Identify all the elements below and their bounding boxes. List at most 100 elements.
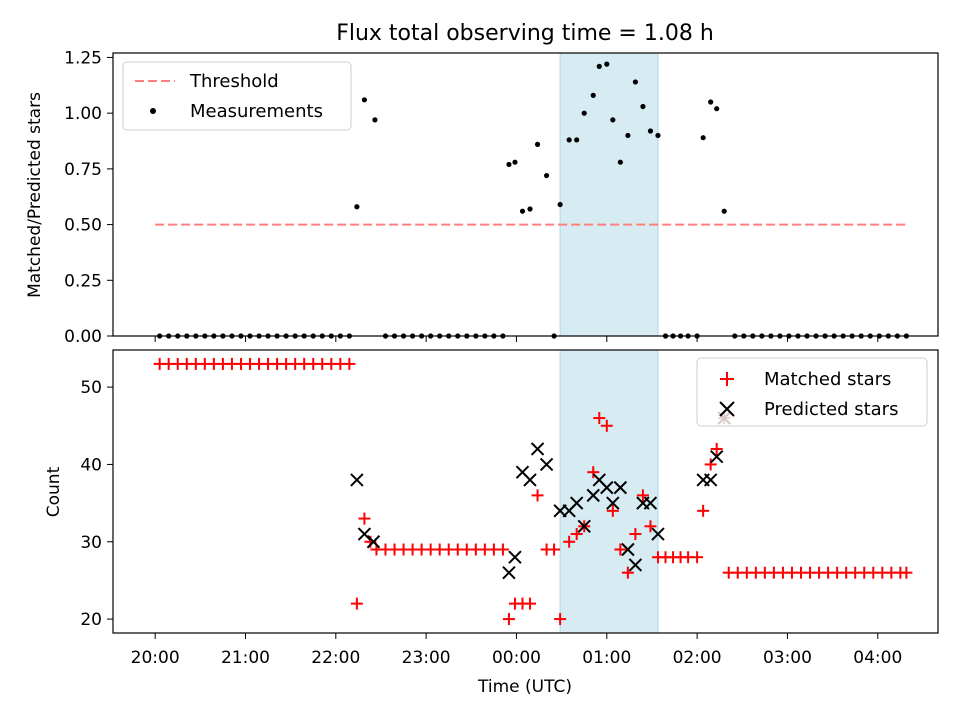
predicted-star-marker — [502, 565, 516, 580]
bottom-y-tick-label: 50 — [80, 378, 102, 398]
x-tick-label: 03:00 — [763, 648, 812, 668]
measurement-point — [543, 172, 550, 179]
matched-star-marker — [593, 412, 606, 425]
bottom-highlight-span — [559, 349, 659, 634]
bottom-y-tick-label: 40 — [80, 455, 102, 475]
top-legend-box — [122, 61, 352, 131]
predicted-star-marker — [577, 519, 591, 534]
bottom-y-label: Count — [44, 466, 64, 517]
predicted-star-marker — [643, 496, 658, 510]
measurement-point — [700, 135, 706, 141]
top-y-tick-label: 0.50 — [64, 216, 102, 236]
predicted-star-marker — [628, 558, 643, 572]
matched-star-marker — [548, 543, 561, 556]
chart-title: Flux total observing time = 1.08 h — [336, 21, 714, 46]
predicted-star-marker — [569, 496, 584, 510]
legend-threshold-label: Threshold — [189, 71, 279, 92]
bottom-legend-box — [696, 357, 928, 427]
matched-star-marker — [621, 566, 634, 579]
matched-star-marker — [563, 535, 576, 548]
legend-predicted-swatch — [719, 401, 735, 417]
matched-star-marker — [614, 543, 627, 556]
top-y-tick-label: 0.25 — [64, 271, 102, 291]
bottom-x-axis: 20:00 21:00 22:00 23:00 00:00 01:00 02:00 03:00… — [131, 633, 902, 668]
predicted-star-marker — [621, 542, 635, 557]
measurement-point — [590, 92, 596, 98]
matched-star-marker — [350, 597, 363, 610]
measurement-point — [361, 97, 368, 103]
legend-measurements-swatch — [150, 108, 156, 114]
measurement-point — [604, 61, 610, 67]
predicted-star-marker — [530, 442, 545, 456]
matched-star-marker — [554, 613, 567, 626]
legend-measurements-label: Measurements — [190, 101, 323, 122]
matched-star-marker — [570, 528, 583, 541]
matched-star-marker — [496, 543, 509, 556]
measurement-point — [640, 103, 646, 110]
matched-star-marker — [531, 489, 544, 502]
matched-star-marker — [629, 528, 642, 541]
bottom-panel: 20 30 40 50 20:00 21:00 22:00 23:00 00:00 01:00 0… — [44, 349, 939, 697]
matched-star-marker — [502, 613, 515, 626]
measurement-point — [372, 117, 378, 123]
measurement-point — [708, 99, 714, 105]
x-tick-label: 04:00 — [853, 648, 902, 668]
predicted-star-marker — [600, 480, 614, 495]
top-y-tick-label: 1.00 — [64, 104, 102, 124]
bottom-y-tick-label: 20 — [80, 610, 102, 630]
predicted-star-marker — [703, 473, 718, 487]
matched-star-marker — [644, 520, 657, 533]
measurement-point — [610, 117, 616, 123]
matched-star-marker — [587, 466, 600, 479]
matched-star-marker — [343, 357, 356, 370]
bottom-y-tick-label: 30 — [80, 533, 102, 553]
matched-star-marker — [606, 504, 619, 517]
measurement-point — [557, 201, 563, 208]
x-tick-label: 00:00 — [492, 648, 541, 668]
matched-star-marker — [358, 512, 371, 525]
matched-star-marker — [710, 442, 723, 455]
predicted-star-marker — [606, 496, 620, 510]
top-axes-frame — [112, 52, 939, 337]
measurement-point — [625, 132, 631, 139]
predicted-star-marker — [508, 550, 522, 564]
x-tick-label: 02:00 — [673, 648, 722, 668]
measurement-point — [721, 208, 727, 214]
x-axis-label: Time (UTC) — [477, 677, 572, 697]
predicted-star-marker — [523, 473, 537, 487]
x-tick-label: 20:00 — [131, 648, 180, 668]
measurement-point — [647, 128, 654, 134]
predicted-star-marker — [651, 527, 665, 541]
measurement-point — [506, 161, 512, 168]
matched-star-marker — [691, 551, 704, 564]
measurement-point — [512, 159, 518, 165]
top-y-tick-label: 0.75 — [64, 160, 102, 180]
measurement-point — [566, 137, 572, 143]
bottom-y-axis: 20 30 40 50 — [80, 378, 113, 630]
measurement-point — [714, 106, 720, 112]
predicted-star-marker — [350, 473, 364, 487]
legend-matched-label: Matched stars — [764, 369, 891, 390]
bottom-axes-frame — [112, 349, 939, 634]
predicted-star-marker — [366, 535, 381, 549]
predicted-star-marker — [539, 457, 554, 472]
measurement-point — [632, 79, 638, 85]
measurement-point — [354, 204, 360, 210]
top-y-label: Matched/Predicted stars — [25, 92, 45, 298]
measurement-point — [581, 110, 587, 116]
matched-star-marker — [697, 504, 710, 517]
measurement-point — [534, 141, 541, 147]
x-tick-label: 23:00 — [402, 648, 451, 668]
top-legend: Threshold Measurements — [122, 61, 352, 131]
x-tick-label: 22:00 — [311, 648, 360, 668]
measurement-point — [574, 137, 580, 143]
legend-predicted-label: Predicted stars — [764, 399, 898, 420]
matched-star-marker — [524, 597, 537, 610]
top-highlight-span — [559, 52, 659, 337]
predicted-star-marker — [586, 488, 600, 503]
x-tick-label: 21:00 — [221, 648, 270, 668]
matched-star-marker — [704, 458, 717, 471]
top-panel: 0.00 0.25 0.50 0.75 1.00 1.25 Matched/Predict… — [25, 48, 939, 347]
measurement-point — [655, 132, 661, 139]
